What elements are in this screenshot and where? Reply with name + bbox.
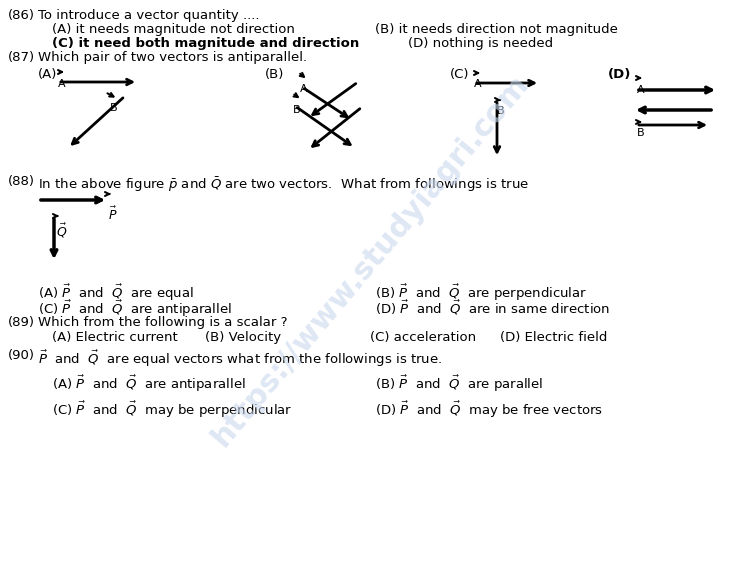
- Text: https://www.studyiagri.com: https://www.studyiagri.com: [206, 68, 534, 452]
- Text: (D) Electric field: (D) Electric field: [500, 331, 607, 344]
- Text: $\vec{P}$: $\vec{P}$: [108, 206, 117, 223]
- Text: In the above figure $\bar{p}$ and $\bar{Q}$ are two vectors.  What from followin: In the above figure $\bar{p}$ and $\bar{…: [38, 175, 529, 194]
- Text: (89): (89): [8, 316, 35, 329]
- Text: (C) it need both magnitude and direction: (C) it need both magnitude and direction: [52, 37, 359, 50]
- Text: B: B: [497, 106, 504, 116]
- Text: (B) $\vec{P}$  and  $\vec{Q}$  are perpendicular: (B) $\vec{P}$ and $\vec{Q}$ are perpendi…: [375, 283, 588, 303]
- Text: (87): (87): [8, 51, 35, 64]
- Text: (90): (90): [8, 349, 35, 362]
- Text: (A) Electric current: (A) Electric current: [52, 331, 178, 344]
- Text: A: A: [300, 84, 308, 94]
- Text: (D): (D): [608, 68, 631, 81]
- Text: (B): (B): [265, 68, 284, 81]
- Text: (D) $\vec{P}$  and  $\vec{Q}$  are in same direction: (D) $\vec{P}$ and $\vec{Q}$ are in same …: [375, 299, 610, 317]
- Text: $\vec{P}$  and  $\vec{Q}$  are equal vectors what from the followings is true.: $\vec{P}$ and $\vec{Q}$ are equal vector…: [38, 349, 443, 370]
- Text: (C) acceleration: (C) acceleration: [370, 331, 476, 344]
- Text: (C) $\vec{P}$  and  $\vec{Q}$  may be perpendicular: (C) $\vec{P}$ and $\vec{Q}$ may be perpe…: [52, 400, 292, 421]
- Text: (86): (86): [8, 9, 35, 22]
- Text: To introduce a vector quantity ....: To introduce a vector quantity ....: [38, 9, 260, 22]
- Text: (C): (C): [450, 68, 469, 81]
- Text: (88): (88): [8, 175, 35, 188]
- Text: (B) $\vec{P}$  and  $\vec{Q}$  are parallel: (B) $\vec{P}$ and $\vec{Q}$ are parallel: [375, 374, 543, 394]
- Text: (A) it needs magnitude not direction: (A) it needs magnitude not direction: [52, 23, 295, 36]
- Text: B: B: [637, 128, 644, 138]
- Text: A: A: [58, 79, 66, 89]
- Text: Which pair of two vectors is antiparallel.: Which pair of two vectors is antiparalle…: [38, 51, 307, 64]
- Text: (C) $\vec{P}$  and  $\vec{Q}$  are antiparallel: (C) $\vec{P}$ and $\vec{Q}$ are antipara…: [38, 299, 232, 319]
- Text: B: B: [293, 105, 300, 115]
- Text: (A) $\vec{P}$  and  $\vec{Q}$  are equal: (A) $\vec{P}$ and $\vec{Q}$ are equal: [38, 283, 194, 303]
- Text: A: A: [474, 79, 482, 89]
- Text: B: B: [110, 103, 117, 113]
- Text: (D) nothing is needed: (D) nothing is needed: [408, 37, 553, 50]
- Text: (B) Velocity: (B) Velocity: [205, 331, 281, 344]
- Text: A: A: [637, 85, 644, 95]
- Text: (A) $\vec{P}$  and  $\vec{Q}$  are antiparallel: (A) $\vec{P}$ and $\vec{Q}$ are antipara…: [52, 374, 246, 394]
- Text: (A): (A): [38, 68, 58, 81]
- Text: (B) it needs direction not magnitude: (B) it needs direction not magnitude: [375, 23, 618, 36]
- Text: Which from the following is a scalar ?: Which from the following is a scalar ?: [38, 316, 287, 329]
- Text: (D) $\vec{P}$  and  $\vec{Q}$  may be free vectors: (D) $\vec{P}$ and $\vec{Q}$ may be free …: [375, 400, 603, 421]
- Text: $\vec{Q}$: $\vec{Q}$: [56, 222, 67, 240]
